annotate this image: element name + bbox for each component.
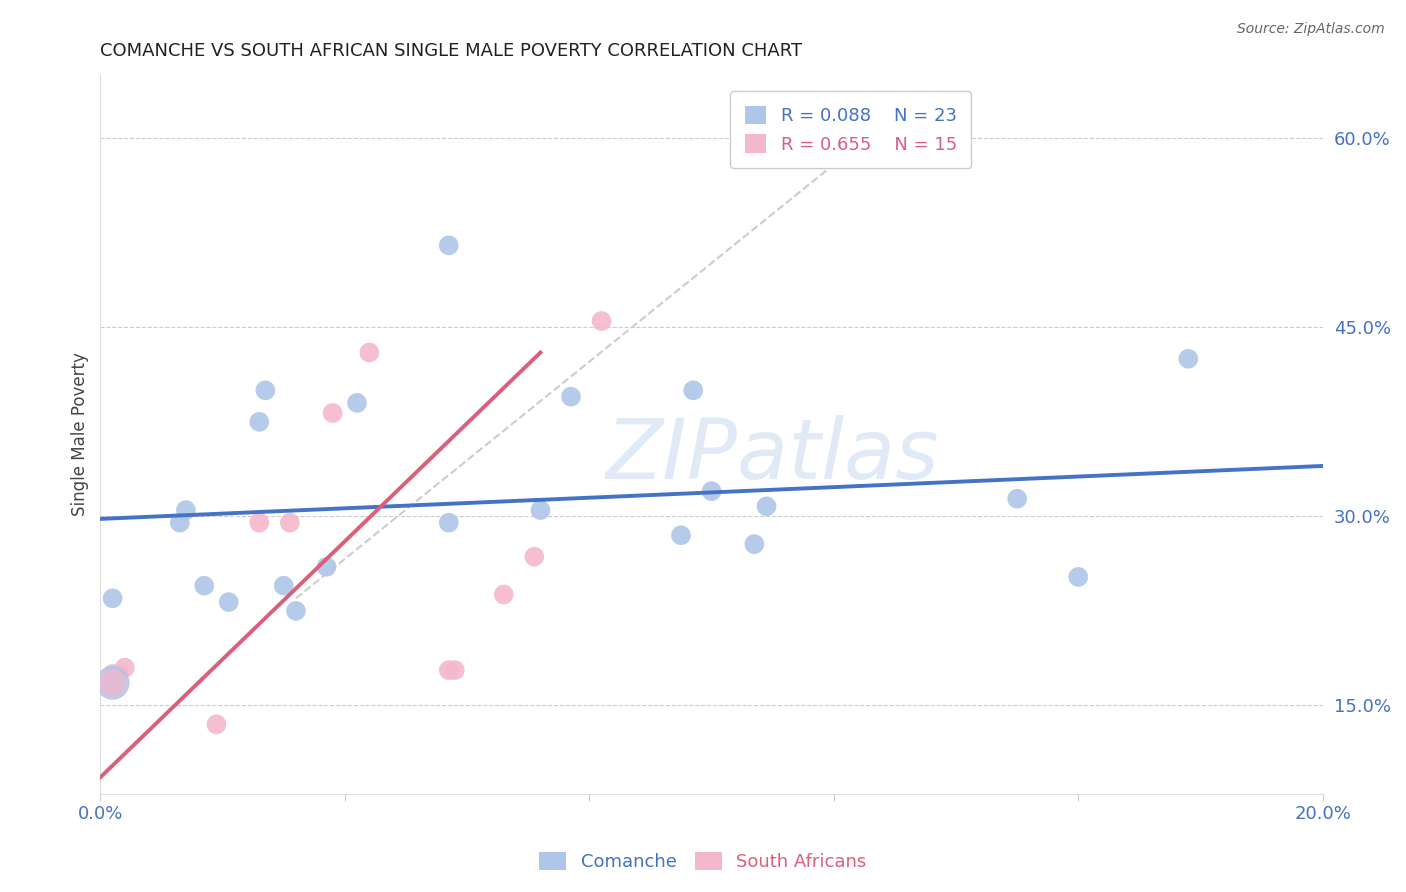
Point <box>193 579 215 593</box>
Point <box>359 345 381 359</box>
Point <box>529 503 551 517</box>
Point <box>322 406 344 420</box>
Point <box>437 238 460 252</box>
Point <box>114 660 136 674</box>
Point <box>744 537 766 551</box>
Point <box>247 516 270 530</box>
Point <box>101 667 124 681</box>
Point <box>107 667 129 681</box>
Point <box>492 588 515 602</box>
Point <box>101 591 124 606</box>
Point <box>755 500 778 514</box>
Point <box>669 528 692 542</box>
Point <box>437 516 460 530</box>
Point <box>523 549 546 564</box>
Point <box>273 579 295 593</box>
Point <box>437 663 460 677</box>
Point <box>247 415 270 429</box>
Legend: R = 0.088    N = 23, R = 0.655    N = 15: R = 0.088 N = 23, R = 0.655 N = 15 <box>730 91 972 168</box>
Point <box>682 384 704 398</box>
Point <box>101 675 124 690</box>
Y-axis label: Single Male Poverty: Single Male Poverty <box>72 352 89 516</box>
Point <box>218 595 240 609</box>
Point <box>174 503 197 517</box>
Point <box>205 717 228 731</box>
Point <box>700 484 723 499</box>
Legend: Comanche, South Africans: Comanche, South Africans <box>531 845 875 879</box>
Text: Source: ZipAtlas.com: Source: ZipAtlas.com <box>1237 22 1385 37</box>
Point <box>560 390 582 404</box>
Point <box>1005 491 1028 506</box>
Point <box>169 516 191 530</box>
Point <box>101 675 124 690</box>
Point <box>278 516 301 530</box>
Point <box>444 663 467 677</box>
Point <box>591 314 613 328</box>
Point <box>346 396 368 410</box>
Point <box>284 604 307 618</box>
Text: COMANCHE VS SOUTH AFRICAN SINGLE MALE POVERTY CORRELATION CHART: COMANCHE VS SOUTH AFRICAN SINGLE MALE PO… <box>100 42 803 60</box>
Point <box>101 673 124 688</box>
Point <box>1067 570 1090 584</box>
Point <box>1177 351 1199 366</box>
Text: ZIPatlas: ZIPatlas <box>606 416 939 497</box>
Point <box>101 680 124 694</box>
Point <box>254 384 277 398</box>
Point <box>315 559 337 574</box>
